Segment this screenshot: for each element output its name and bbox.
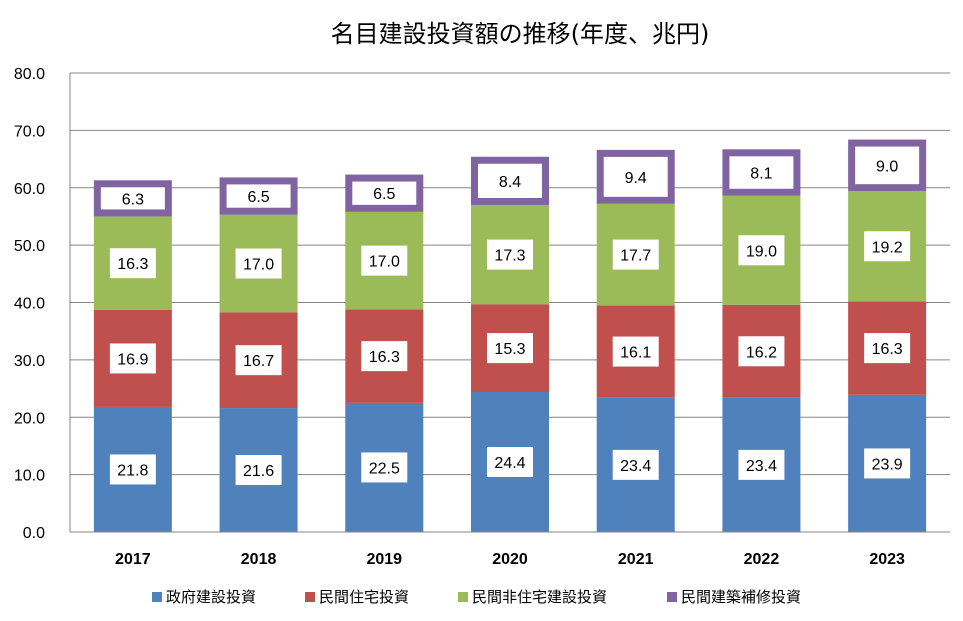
data-label: 22.5	[369, 460, 400, 477]
legend-label: 民間住宅投資	[319, 588, 409, 606]
data-label: 6.5	[247, 189, 269, 206]
data-label-box	[487, 447, 533, 478]
y-tick-label: 60.0	[14, 181, 45, 198]
data-label: 16.2	[746, 344, 777, 361]
data-label: 23.9	[872, 456, 903, 473]
data-label-box	[235, 455, 282, 486]
data-label: 21.8	[117, 462, 148, 479]
data-label: 16.3	[117, 256, 148, 273]
data-label-box	[738, 235, 785, 266]
legend-swatch	[305, 592, 315, 602]
legend-label: 政府建設投資	[166, 588, 256, 606]
legend-label: 民間非住宅建設投資	[472, 588, 607, 606]
data-label-box	[361, 245, 408, 276]
data-label: 23.4	[620, 458, 651, 475]
x-tick-label: 2019	[366, 551, 402, 568]
data-label: 16.7	[243, 353, 274, 370]
x-axis: 2017 2018 2019 2020 2021 2022 2023	[70, 531, 950, 568]
data-label: 6.3	[122, 191, 144, 208]
data-label: 17.0	[369, 254, 400, 271]
y-tick-label: 30.0	[14, 353, 45, 370]
data-label: 16.9	[117, 351, 148, 368]
legend: 政府建設投資 民間住宅投資 民間非住宅建設投資 民間建築補修投資	[152, 588, 801, 606]
data-label-box	[487, 333, 533, 364]
data-label: 6.5	[373, 186, 395, 203]
bar-segment	[848, 139, 927, 192]
y-tick-label: 50.0	[14, 238, 45, 255]
data-label: 19.0	[746, 243, 777, 260]
data-label-box	[109, 248, 156, 279]
bars: 21.8 16.9 16.3 6.3 21.6 16.7 17.0 6.5 22.5 16.3 17…	[93, 139, 927, 532]
x-tick-label: 2017	[115, 551, 151, 568]
y-tick-label: 10.0	[14, 468, 45, 485]
bar-segment	[219, 177, 298, 215]
data-label-box	[612, 239, 659, 270]
data-label: 17.3	[494, 248, 525, 265]
x-tick-label: 2023	[869, 551, 905, 568]
data-label: 9.0	[876, 158, 898, 175]
data-label-box	[864, 231, 911, 262]
x-tick-label: 2022	[744, 551, 780, 568]
x-tick-label: 2021	[618, 551, 654, 568]
bar-segment	[596, 149, 675, 204]
data-label: 8.1	[750, 166, 772, 183]
y-tick-label: 70.0	[14, 123, 45, 140]
bar-segment	[722, 149, 801, 196]
data-label-box	[738, 449, 785, 480]
data-label: 24.4	[494, 455, 525, 472]
y-tick-label: 20.0	[14, 410, 45, 427]
data-label-box	[612, 336, 659, 367]
data-label-box	[738, 336, 785, 367]
data-label: 17.0	[243, 256, 274, 273]
y-axis: 0.0 10.0 20.0 30.0 40.0 50.0 60.0 70.0 80.0	[14, 66, 71, 542]
legend-swatch	[458, 592, 468, 602]
x-tick-label: 2018	[241, 551, 277, 568]
data-label: 8.4	[499, 174, 521, 191]
legend-swatch	[152, 592, 162, 602]
data-label: 9.4	[625, 170, 647, 187]
data-label-box	[487, 239, 533, 270]
data-label: 16.3	[369, 349, 400, 366]
legend-label: 民間建築補修投資	[681, 588, 801, 606]
data-label: 21.6	[243, 463, 274, 480]
data-label-box	[109, 343, 156, 374]
bar-segment	[93, 180, 172, 217]
y-tick-label: 0.0	[23, 525, 45, 542]
y-tick-label: 80.0	[14, 66, 45, 83]
y-tick-label: 40.0	[14, 296, 45, 313]
data-label: 17.7	[620, 248, 651, 265]
data-label: 19.2	[872, 239, 903, 256]
data-label: 16.3	[872, 341, 903, 358]
bar-segment	[471, 156, 549, 205]
data-label-box	[235, 345, 282, 376]
data-label: 15.3	[494, 341, 525, 358]
legend-swatch	[667, 592, 677, 602]
bar-segment	[345, 174, 424, 212]
data-label-box	[235, 248, 282, 279]
data-label-box	[864, 448, 911, 479]
data-label-box	[361, 341, 408, 372]
data-label-box	[109, 454, 156, 485]
x-tick-label: 2020	[492, 551, 528, 568]
data-label: 23.4	[746, 458, 777, 475]
chart-title: 名目建設投資額の推移(年度、兆円)	[331, 20, 710, 48]
data-label: 16.1	[620, 345, 651, 362]
data-label-box	[864, 333, 911, 364]
data-label-box	[612, 449, 659, 480]
data-label-box	[361, 452, 408, 483]
